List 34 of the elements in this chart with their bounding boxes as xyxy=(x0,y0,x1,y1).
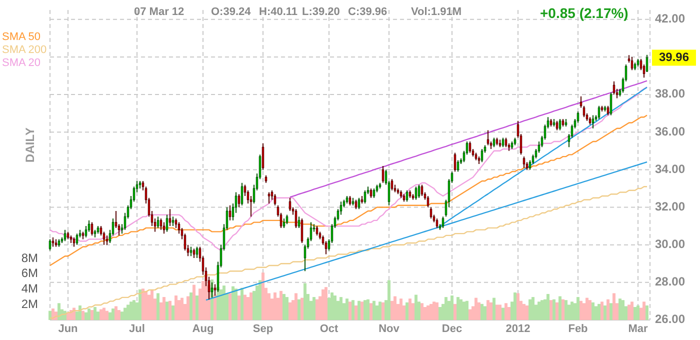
x-tick-label: Aug xyxy=(192,323,214,335)
y2-tick-label: 8M xyxy=(21,250,38,265)
annotation: Vol:1.91M xyxy=(411,6,462,18)
annotation: H:40.11 xyxy=(259,6,298,18)
y2-tick-label: 2M xyxy=(21,296,38,311)
text: SMA 50 xyxy=(2,31,41,43)
annotation: O:39.24 xyxy=(211,6,252,18)
x-tick-label: Dec xyxy=(442,323,462,335)
annotation: +0.85 (2.17%) xyxy=(540,5,628,21)
annotation: L:39.20 xyxy=(302,6,340,18)
x-tick-label: Feb xyxy=(568,323,588,335)
x-tick-label: Mar xyxy=(628,323,648,335)
annotation: C:39.96 xyxy=(348,6,388,18)
y2-tick-label: 6M xyxy=(21,266,38,280)
x-tick-label: Oct xyxy=(320,323,338,335)
x-tick-label: 2012 xyxy=(506,323,530,335)
y-tick-label: 34.00 xyxy=(655,162,686,176)
annotation: 39.96 xyxy=(658,50,690,64)
y2-tick-label: 4M xyxy=(21,282,38,296)
annotation: 07 Mar 12 xyxy=(134,6,184,18)
x-tick-label: Nov xyxy=(378,323,400,335)
y-tick-label: 30.00 xyxy=(655,237,686,252)
x-tick-label: Jul xyxy=(129,323,145,335)
y-tick-label: 42.00 xyxy=(655,12,686,26)
y-tick-label: 36.00 xyxy=(655,124,686,138)
x-tick-label: Jun xyxy=(58,323,78,335)
text: SMA 20 xyxy=(2,57,41,69)
y-tick-label: 32.00 xyxy=(655,199,686,214)
y-tick-label: 38.00 xyxy=(655,86,686,101)
text: SMA 200 xyxy=(2,44,47,56)
x-tick-label: Sep xyxy=(252,323,274,335)
y-tick-label: 28.00 xyxy=(655,274,686,289)
y-tick-label: 26.00 xyxy=(655,312,686,326)
text: DAILY xyxy=(23,128,37,162)
